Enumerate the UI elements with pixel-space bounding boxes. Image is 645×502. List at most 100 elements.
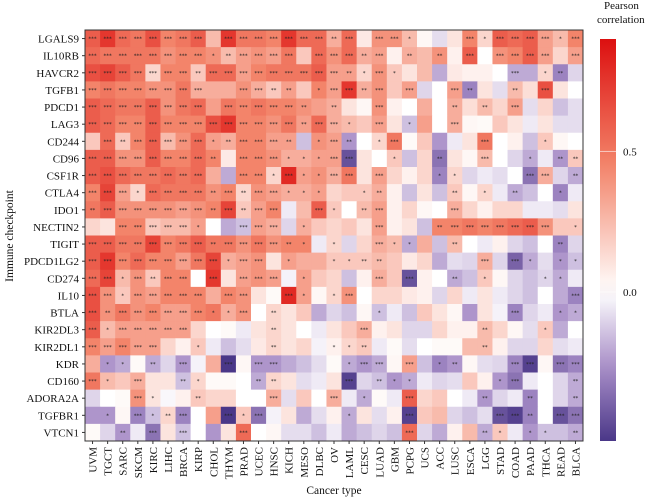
column-label: UCS	[420, 447, 432, 468]
significance-mark: ***	[134, 208, 143, 214]
heatmap-cell	[311, 406, 327, 425]
heatmap-cell	[371, 218, 388, 236]
heatmap-cell	[507, 355, 524, 373]
significance-mark: ***	[270, 276, 279, 282]
heatmap-cell	[115, 64, 131, 82]
significance-mark: *	[544, 276, 547, 282]
significance-mark: ***	[179, 242, 188, 248]
column-label: KICH	[284, 447, 296, 474]
significance-mark: ***	[254, 208, 263, 214]
heatmap-cell	[552, 321, 569, 339]
heatmap-cell	[205, 149, 222, 168]
heatmap-cell	[175, 269, 192, 288]
significance-mark: ***	[149, 156, 158, 162]
heatmap-cell	[175, 372, 192, 391]
heatmap-cell	[100, 252, 116, 271]
heatmap-cell	[341, 252, 358, 271]
significance-mark: ***	[254, 174, 263, 180]
heatmap-cell	[567, 389, 584, 408]
column-label: READ	[555, 447, 567, 477]
significance-mark: ***	[179, 105, 188, 111]
heatmap-cell	[567, 355, 584, 373]
heatmap-cell	[462, 304, 478, 322]
significance-mark: *	[393, 242, 396, 248]
significance-mark: *	[348, 362, 351, 368]
heatmap-cell	[220, 252, 237, 271]
heatmap-cell	[462, 98, 478, 117]
row-label: TGFBR1	[38, 410, 79, 422]
significance-mark: ***	[88, 379, 97, 385]
heatmap-cell	[522, 406, 539, 425]
significance-mark: ***	[254, 242, 263, 248]
heatmap-cell	[417, 201, 433, 219]
significance-mark: ***	[134, 105, 143, 111]
heatmap-cell	[447, 304, 463, 322]
significance-mark: ***	[104, 174, 113, 180]
significance-mark: ***	[345, 54, 354, 60]
heatmap-cell	[190, 64, 207, 82]
significance-mark: *	[484, 37, 487, 43]
significance-mark: **	[211, 242, 217, 248]
heatmap-cell	[522, 269, 539, 288]
heatmap-cell	[266, 252, 282, 271]
significance-mark: ***	[541, 225, 550, 231]
heatmap-cell	[175, 201, 192, 219]
significance-mark: ***	[179, 208, 188, 214]
heatmap-cell	[266, 355, 282, 373]
heatmap-cell	[160, 184, 176, 202]
significance-mark: ***	[119, 242, 128, 248]
heatmap-cell	[537, 286, 554, 305]
heatmap-cell	[432, 218, 448, 236]
significance-mark: **	[120, 139, 126, 145]
row-label: ADORA2A	[26, 393, 79, 405]
heatmap-cell	[462, 269, 478, 288]
heatmap-cell	[447, 389, 463, 408]
heatmap-cell	[341, 423, 358, 442]
heatmap-cell	[205, 286, 222, 305]
heatmap-cell	[567, 64, 584, 82]
significance-mark: *	[287, 191, 290, 197]
heatmap-cell	[507, 252, 524, 271]
heatmap-cell	[235, 47, 252, 65]
heatmap-cell	[371, 321, 388, 339]
significance-mark: *	[408, 122, 411, 128]
heatmap-cell	[311, 269, 327, 288]
heatmap-cell	[266, 338, 282, 356]
heatmap-cell	[266, 406, 282, 425]
heatmap-cell	[462, 321, 478, 339]
significance-mark: ***	[179, 122, 188, 128]
heatmap-cell	[296, 235, 312, 254]
significance-mark: *	[378, 139, 381, 145]
row-label: BTLA	[50, 308, 79, 320]
significance-mark: *	[574, 259, 577, 265]
heatmap-cell	[251, 149, 267, 168]
significance-mark: ***	[239, 122, 248, 128]
significance-mark: **	[377, 259, 383, 265]
heatmap-cell	[145, 64, 161, 82]
heatmap-cell	[205, 252, 222, 271]
significance-mark: *	[544, 328, 547, 334]
heatmap-cell	[160, 167, 176, 185]
significance-mark: ***	[179, 88, 188, 94]
significance-mark: ***	[179, 311, 188, 317]
significance-mark: *	[106, 379, 109, 385]
heatmap-cell	[432, 304, 448, 322]
heatmap-cell	[507, 423, 524, 442]
heatmap-cell	[371, 269, 388, 288]
significance-mark: ***	[285, 293, 294, 299]
significance-mark: ***	[149, 242, 158, 248]
heatmap-cell	[477, 338, 493, 356]
row-label: CD96	[53, 153, 80, 165]
heatmap-cell	[175, 81, 192, 99]
heatmap-cell	[160, 64, 176, 82]
heatmap-cell	[220, 218, 237, 236]
significance-mark: *	[287, 156, 290, 162]
heatmap-cell	[371, 372, 388, 391]
significance-mark: ***	[104, 276, 113, 282]
significance-mark: ***	[571, 413, 580, 419]
significance-mark: ***	[451, 122, 460, 128]
heatmap-cell	[462, 64, 478, 82]
heatmap-cell	[145, 338, 161, 356]
column-label: PRAD	[238, 447, 250, 476]
heatmap-cell	[100, 389, 116, 408]
